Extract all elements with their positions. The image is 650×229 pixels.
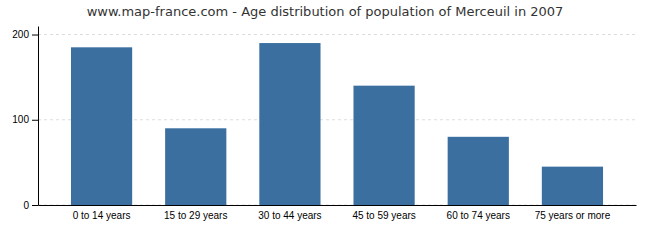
bar [165,128,226,205]
bar [71,47,132,205]
chart: www.map-france.com - Age distribution of… [0,0,650,229]
x-tick: 75 years or more [535,205,611,221]
y-tick-mark [32,120,38,121]
y-tick-mark [32,35,38,36]
y-axis: 0 100 200 [12,27,38,211]
y-tick-label: 0 [23,200,29,211]
plot: 0 100 200 0 to 14 years 15 to 29 years 30 to … [12,27,636,222]
x-axis: 0 to 14 years 15 to 29 years 30 to 44 year… [39,205,637,221]
bar [448,137,509,205]
y-axis-line [38,27,39,206]
x-tick-label: 30 to 44 years [258,210,321,221]
y-tick-mark [32,205,38,206]
y-tick-label: 200 [12,29,29,40]
y-tick: 100 [12,114,38,125]
bar [259,43,320,205]
y-tick: 0 [23,200,38,211]
y-tick: 200 [12,29,38,40]
title: www.map-france.com - Age distribution of… [87,4,564,19]
x-tick-label: 0 to 14 years [73,210,131,221]
x-axis-line [39,205,637,206]
grid [38,35,636,205]
x-tick: 15 to 29 years [164,205,227,221]
x-tick: 30 to 44 years [258,205,321,221]
x-tick-label: 45 to 59 years [352,210,415,221]
x-tick: 60 to 74 years [447,205,510,221]
x-tick-label: 15 to 29 years [164,210,227,221]
x-tick-label: 75 years or more [535,210,611,221]
grid-line [38,34,636,35]
bar [542,167,603,205]
bars [71,43,603,205]
y-tick-label: 100 [12,114,29,125]
bar [353,86,414,205]
x-tick: 45 to 59 years [352,205,415,221]
x-tick-label: 60 to 74 years [447,210,510,221]
x-tick: 0 to 14 years [73,205,131,221]
